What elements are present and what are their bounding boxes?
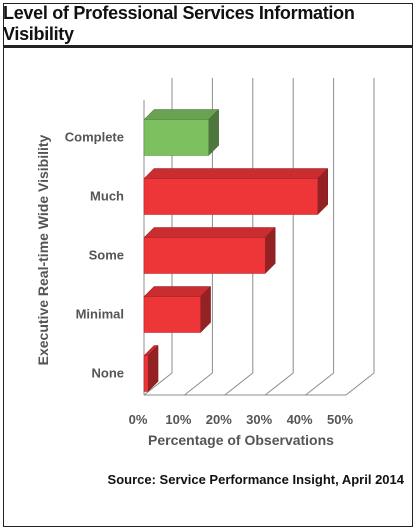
floor-gridline-5 [345, 372, 375, 396]
category-label-complete: Complete [65, 130, 124, 145]
bar-front-face [143, 237, 266, 274]
bar-front-face [143, 355, 149, 392]
floor-gridline-1 [184, 372, 213, 396]
x-tick-label: 20% [206, 412, 232, 427]
category-label-none: None [92, 366, 125, 381]
floor-gridline-0 [143, 372, 173, 396]
x-axis-label: Percentage of Observations [148, 432, 334, 448]
y-axis-label: Executive Real-time Wide Visibility [35, 134, 51, 366]
bar-top-face [143, 168, 329, 179]
bar-top-face [143, 286, 212, 297]
category-label-some: Some [89, 248, 124, 263]
x-tick-label: 0% [129, 412, 148, 427]
category-label-much: Much [90, 189, 124, 204]
x-tick-label: 50% [327, 412, 353, 427]
bar-front-face [143, 296, 201, 333]
bar-top-face [143, 227, 276, 238]
bar-top-face [143, 109, 220, 120]
category-label-minimal: Minimal [76, 307, 124, 322]
x-tick-labels: 0% 10% 20% 30% 40% 50% [129, 412, 354, 427]
y-tick-labels: Complete Much Some Minimal None [65, 130, 124, 381]
x-tick-label: 40% [287, 412, 313, 427]
bar-front-face [143, 119, 209, 156]
source-note: Source: Service Performance Insight, Apr… [107, 472, 404, 487]
floor-gridline-2 [224, 372, 254, 396]
title-divider [3, 45, 413, 48]
chart-title: Level of Professional Services Informati… [3, 3, 355, 44]
bar-series [143, 108, 329, 393]
x-tick-label: 10% [165, 412, 191, 427]
x-tick-label: 30% [246, 412, 272, 427]
floor-gridline-3 [264, 372, 294, 396]
bar-complete [143, 108, 220, 157]
bar-front-face [143, 178, 318, 215]
bar-none [143, 344, 159, 393]
bar-some [143, 226, 276, 275]
floor-gridline-4 [305, 372, 334, 396]
bar-much [143, 167, 329, 216]
bar-minimal [143, 285, 212, 334]
